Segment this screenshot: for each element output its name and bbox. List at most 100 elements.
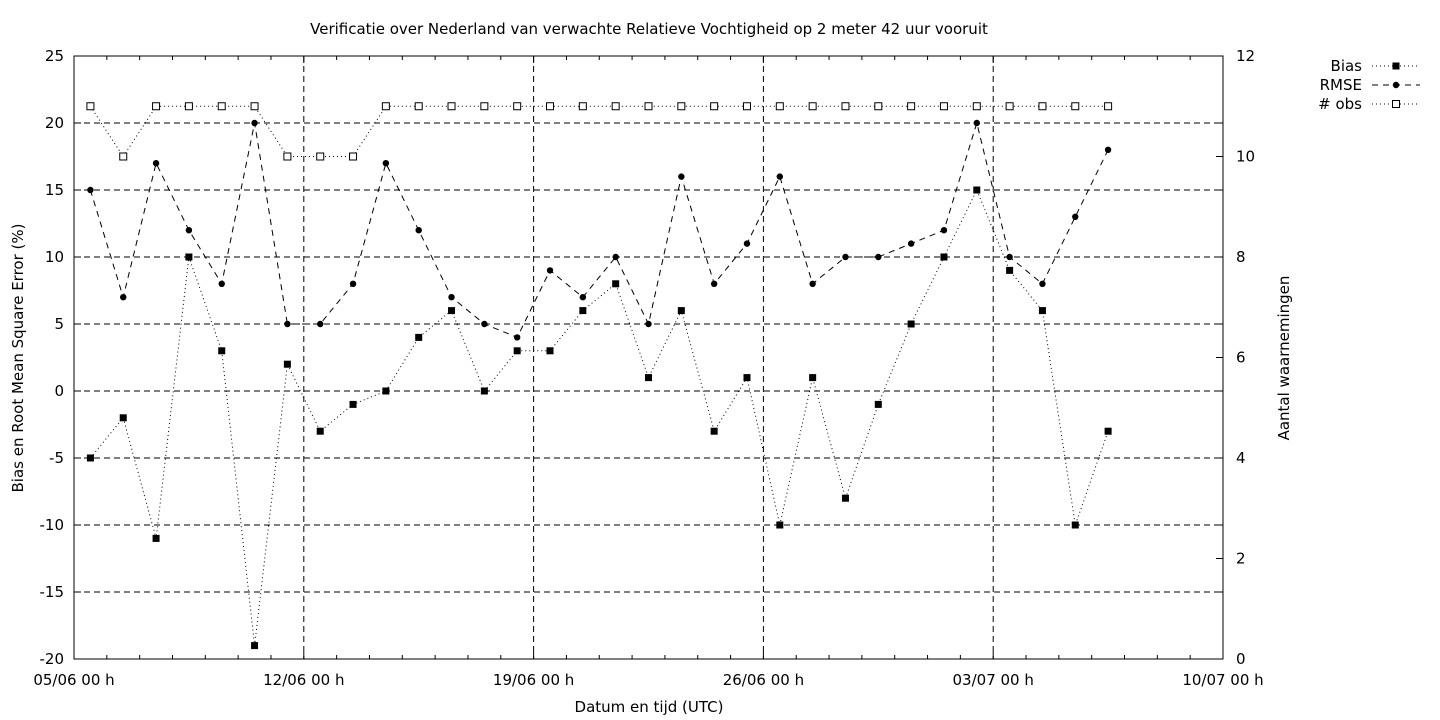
data-point <box>218 347 226 355</box>
data-point <box>1072 213 1079 220</box>
legend-item: RMSE <box>1320 76 1420 94</box>
data-point <box>86 102 95 111</box>
y-tick-label: -20 <box>40 650 65 668</box>
data-point <box>1006 253 1013 261</box>
series-line <box>89 105 1109 158</box>
legend-label: Bias <box>1331 57 1363 75</box>
series-rmse <box>87 119 1112 341</box>
series-obs <box>86 102 1113 161</box>
data-point <box>1392 62 1400 70</box>
y-tick-label: 10 <box>45 248 64 266</box>
data-point <box>874 102 883 111</box>
data-point <box>86 454 94 462</box>
data-point <box>907 240 915 247</box>
data-point <box>349 400 357 408</box>
data-point <box>381 102 390 111</box>
data-point <box>185 253 193 261</box>
data-point <box>611 102 620 111</box>
data-point <box>284 320 291 328</box>
x-tick-label: 26/06 00 h <box>723 671 804 689</box>
data-point <box>217 102 226 111</box>
data-point <box>546 267 554 274</box>
data-point <box>940 253 948 261</box>
data-point <box>1006 266 1014 274</box>
data-point <box>1392 81 1400 89</box>
data-point <box>973 186 981 194</box>
y2-tick-label: 2 <box>1236 550 1246 568</box>
data-point <box>809 280 816 287</box>
y2-tick-label: 12 <box>1236 47 1255 65</box>
data-point <box>349 152 358 161</box>
data-point <box>776 173 784 180</box>
series-line <box>89 121 1109 339</box>
data-point <box>349 280 357 287</box>
data-point <box>644 102 653 111</box>
data-point <box>513 334 521 341</box>
data-point <box>874 400 882 408</box>
data-point <box>841 102 850 111</box>
x-tick-label: 05/06 00 h <box>33 671 114 689</box>
data-point <box>612 280 620 288</box>
data-point <box>776 521 784 529</box>
data-point <box>316 427 324 435</box>
series-layer <box>86 102 1113 650</box>
y-tick-label: -5 <box>49 449 64 467</box>
plot-frame <box>73 55 1224 660</box>
data-point <box>612 253 619 261</box>
data-point <box>742 102 751 111</box>
y-tick-label: -15 <box>40 583 65 601</box>
data-point <box>875 253 882 261</box>
data-point <box>1005 102 1014 111</box>
data-point <box>546 347 554 355</box>
data-point <box>316 152 325 161</box>
y-tick-label: 0 <box>54 382 64 400</box>
data-point <box>710 427 718 435</box>
data-point <box>185 227 193 234</box>
data-point <box>152 160 160 167</box>
data-point <box>808 102 817 111</box>
y-tick-label: 15 <box>45 181 64 199</box>
data-point <box>677 102 686 111</box>
data-point <box>481 320 488 328</box>
data-point <box>1104 146 1112 153</box>
data-point <box>283 152 292 161</box>
x-tick-label: 12/06 00 h <box>263 671 344 689</box>
legend-label: # obs <box>1318 95 1362 113</box>
data-point <box>120 294 127 301</box>
data-point <box>940 227 948 234</box>
data-point <box>841 494 849 502</box>
data-point <box>1392 100 1400 108</box>
data-point <box>513 102 522 111</box>
data-point <box>250 102 259 111</box>
data-point <box>710 102 719 111</box>
chart-title: Verificatie over Nederland van verwachte… <box>310 20 988 38</box>
data-point <box>1104 427 1112 435</box>
data-point <box>907 102 916 111</box>
legend-label: RMSE <box>1320 76 1362 94</box>
y2-tick-label: 8 <box>1236 248 1246 266</box>
y2-tick-label: 6 <box>1236 349 1246 367</box>
x-tick-label: 10/07 00 h <box>1182 671 1263 689</box>
data-point <box>743 240 751 247</box>
data-point <box>1038 102 1047 111</box>
y2-tick-label: 10 <box>1236 148 1255 166</box>
data-point <box>414 102 423 111</box>
series-line <box>90 188 1109 646</box>
legend-item: # obs <box>1318 95 1420 113</box>
data-point <box>907 320 915 328</box>
data-point <box>743 374 751 382</box>
data-point <box>317 320 324 328</box>
data-point <box>152 534 160 542</box>
data-point <box>513 347 521 355</box>
data-point <box>448 307 456 315</box>
x-tick-label: 19/06 00 h <box>493 671 574 689</box>
data-point <box>448 294 455 301</box>
data-point <box>578 102 587 111</box>
y-tick-label: 5 <box>54 315 64 333</box>
data-point <box>972 102 981 111</box>
data-point <box>1038 307 1046 315</box>
data-point <box>480 387 488 395</box>
data-point <box>973 119 980 127</box>
